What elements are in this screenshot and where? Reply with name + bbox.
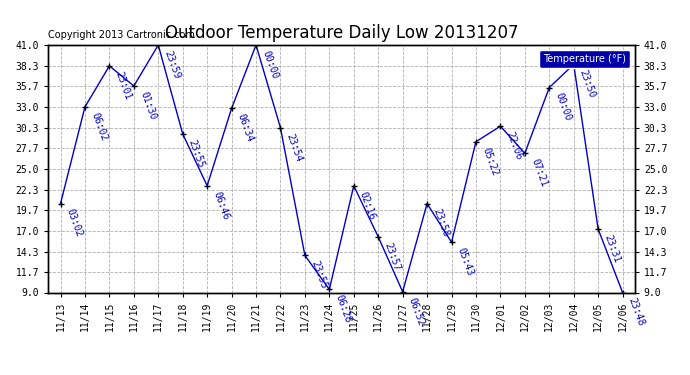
Text: 06:02: 06:02 bbox=[89, 111, 108, 142]
Text: 03:02: 03:02 bbox=[65, 208, 84, 239]
Text: 23:55: 23:55 bbox=[187, 138, 206, 169]
Text: 02:16: 02:16 bbox=[358, 190, 377, 221]
Text: 05:22: 05:22 bbox=[480, 146, 500, 177]
Text: 06:52: 06:52 bbox=[407, 296, 426, 327]
Text: 23:59: 23:59 bbox=[162, 49, 182, 80]
Text: 06:34: 06:34 bbox=[236, 112, 255, 144]
Text: 06:46: 06:46 bbox=[211, 190, 230, 221]
Text: 06:28: 06:28 bbox=[333, 294, 353, 325]
Legend: Temperature (°F): Temperature (°F) bbox=[539, 50, 630, 68]
Text: 05:43: 05:43 bbox=[455, 246, 475, 278]
Text: 22:06: 22:06 bbox=[504, 130, 524, 161]
Text: 00:00: 00:00 bbox=[260, 49, 279, 80]
Title: Outdoor Temperature Daily Low 20131207: Outdoor Temperature Daily Low 20131207 bbox=[165, 24, 518, 42]
Text: 07:21: 07:21 bbox=[529, 158, 549, 189]
Text: 23:01: 23:01 bbox=[114, 70, 133, 101]
Text: 23:55: 23:55 bbox=[309, 260, 328, 291]
Text: 23:58: 23:58 bbox=[431, 208, 451, 239]
Text: 23:50: 23:50 bbox=[578, 69, 598, 99]
Text: 01:30: 01:30 bbox=[138, 90, 157, 121]
Text: 23:57: 23:57 bbox=[382, 241, 402, 272]
Text: 00:00: 00:00 bbox=[553, 92, 573, 123]
Text: 23:31: 23:31 bbox=[602, 233, 622, 264]
Text: 23:48: 23:48 bbox=[627, 297, 647, 328]
Text: Copyright 2013 Cartronic.com: Copyright 2013 Cartronic.com bbox=[48, 30, 195, 40]
Text: 23:54: 23:54 bbox=[284, 132, 304, 163]
